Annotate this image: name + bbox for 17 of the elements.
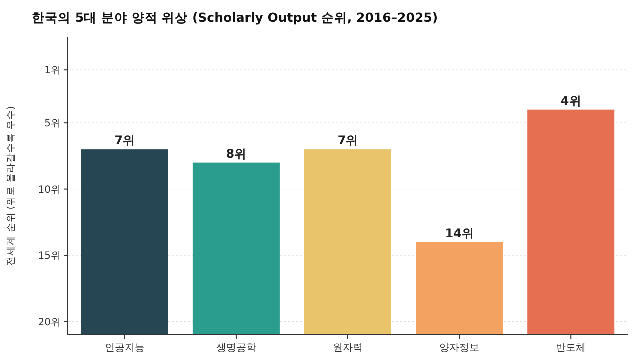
x-tick-label: 반도체 xyxy=(556,343,586,354)
chart-title: 한국의 5대 분야 양적 위상 (Scholarly Output 순위, 2016–2025) xyxy=(32,10,438,25)
y-tick-label: 1위 xyxy=(44,66,61,77)
data-label: 7위 xyxy=(114,134,136,148)
data-label: 14위 xyxy=(445,226,474,240)
y-tick-label: 20위 xyxy=(38,317,61,328)
y-tick-label: 15위 xyxy=(38,251,61,262)
x-tick-label: 인공지능 xyxy=(104,343,145,354)
data-label: 8위 xyxy=(226,146,247,161)
x-tick-label: 생명공학 xyxy=(216,343,256,354)
x-tick-label: 원자력 xyxy=(333,343,363,354)
y-axis-title: 전세계 순위 (위로 올라갈수록 우수) xyxy=(6,106,17,266)
y-tick-label: 10위 xyxy=(38,184,61,196)
data-label: 4위 xyxy=(560,94,582,108)
y-tick-label: 5위 xyxy=(44,118,61,130)
data-label: 7위 xyxy=(338,134,358,148)
x-tick-label: 양자정보 xyxy=(440,343,480,354)
